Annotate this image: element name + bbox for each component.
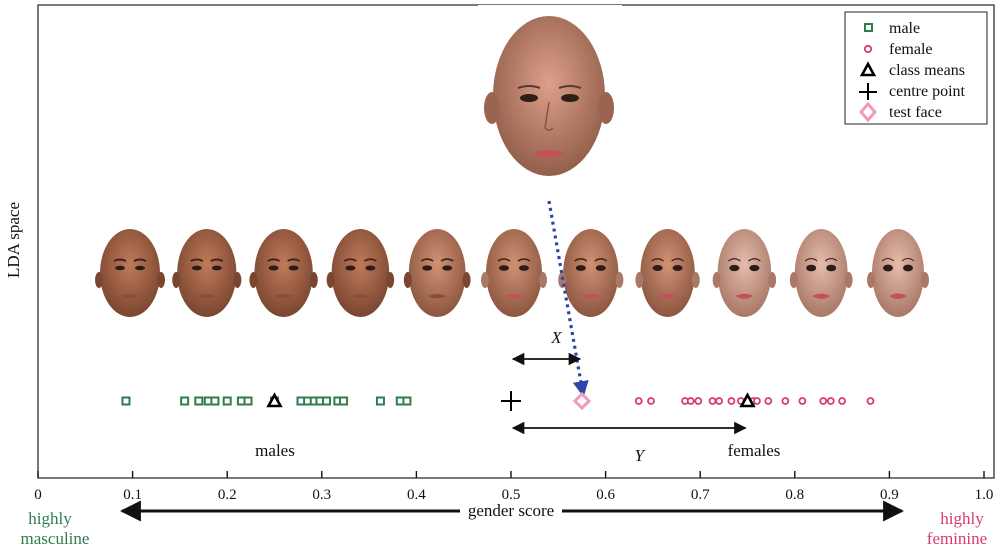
strip-face-8	[712, 229, 777, 317]
legend: male female class means centre point tes…	[844, 11, 988, 125]
male-marker-5	[222, 396, 232, 406]
highly-masculine-line1: highly	[28, 509, 72, 528]
legend-marker-male	[864, 23, 873, 32]
female-marker-0	[634, 397, 643, 405]
male-marker-0	[121, 396, 131, 406]
legend-label-centre-point: centre point	[889, 83, 966, 100]
males-label: males	[255, 441, 295, 460]
female-marker-1	[647, 397, 655, 405]
female-marker-16	[826, 397, 835, 405]
tick-label-4: 0.4	[407, 487, 426, 503]
tick-label-0: 0	[34, 487, 42, 503]
x-distance-label: X	[550, 328, 562, 347]
strip-face-2	[249, 229, 318, 317]
female-marker-4	[694, 397, 703, 405]
female-marker-5	[708, 397, 717, 405]
y-distance-label: Y	[635, 446, 646, 465]
male-marker-16	[375, 396, 385, 406]
female-marker-12	[764, 397, 773, 405]
test-face-marker-0	[572, 391, 592, 411]
legend-label-class-means: class means	[889, 62, 965, 79]
legend-marker-class-means	[859, 61, 877, 77]
male-marker-13	[322, 396, 332, 406]
male-marker-2	[194, 396, 204, 406]
female-marker-17	[838, 397, 846, 405]
female-marker-18	[866, 397, 875, 405]
strip-face-4	[403, 229, 471, 317]
data-markers	[121, 391, 875, 411]
highly-feminine-line1: highly	[940, 509, 984, 528]
legend-label-male: male	[889, 20, 920, 37]
female-marker-3	[686, 397, 695, 405]
female-marker-14	[798, 397, 807, 405]
class-means-marker-1	[739, 392, 756, 408]
tick-label-5: 0.5	[502, 487, 521, 503]
female-marker-15	[819, 397, 828, 405]
female-marker-6	[715, 397, 724, 405]
females-label: females	[728, 441, 781, 460]
x-axis-ticks	[37, 471, 985, 478]
legend-marker-female	[863, 44, 873, 54]
strip-face-0	[95, 229, 165, 317]
highly-masculine-line2: masculine	[21, 529, 90, 548]
test-face-portrait	[478, 5, 622, 201]
tick-label-3: 0.3	[312, 487, 331, 503]
class-means-marker-0	[266, 392, 283, 408]
face-morph-strip	[95, 229, 929, 317]
male-marker-18	[402, 396, 412, 406]
tick-label-8: 0.8	[785, 487, 804, 503]
male-marker-7	[243, 396, 253, 406]
centre-point-marker-0	[501, 391, 521, 411]
highly-feminine-line2: feminine	[927, 529, 987, 548]
strip-face-6	[558, 229, 624, 317]
tick-label-10: 1.0	[975, 487, 994, 503]
strip-face-5	[481, 229, 547, 317]
tick-label-1: 0.1	[123, 487, 142, 503]
legend-label-female: female	[889, 41, 933, 58]
male-marker-4	[210, 396, 220, 406]
legend-label-test-face: test face	[889, 104, 942, 121]
male-marker-1	[180, 396, 190, 406]
female-marker-7	[727, 397, 736, 405]
strip-face-9	[789, 229, 853, 317]
male-marker-15	[339, 396, 349, 406]
female-marker-13	[781, 397, 790, 405]
strip-face-1	[172, 229, 242, 317]
tick-label-6: 0.6	[596, 487, 615, 503]
strip-face-7	[635, 229, 700, 317]
legend-marker-centre-point	[859, 83, 877, 100]
female-marker-11	[753, 397, 761, 405]
x-axis-label: gender score	[468, 501, 554, 520]
strip-face-3	[326, 229, 395, 317]
tick-label-9: 0.9	[880, 487, 899, 503]
y-axis-label: LDA space	[4, 202, 23, 278]
x-axis-tick-labels: 0 0.1 0.2 0.3 0.4 0.5 0.6 0.7 0.8 0.9 1.…	[34, 487, 993, 503]
strip-face-10	[867, 229, 929, 317]
tick-label-2: 0.2	[218, 487, 237, 503]
tick-label-7: 0.7	[691, 487, 710, 503]
legend-marker-test-face	[859, 101, 877, 123]
